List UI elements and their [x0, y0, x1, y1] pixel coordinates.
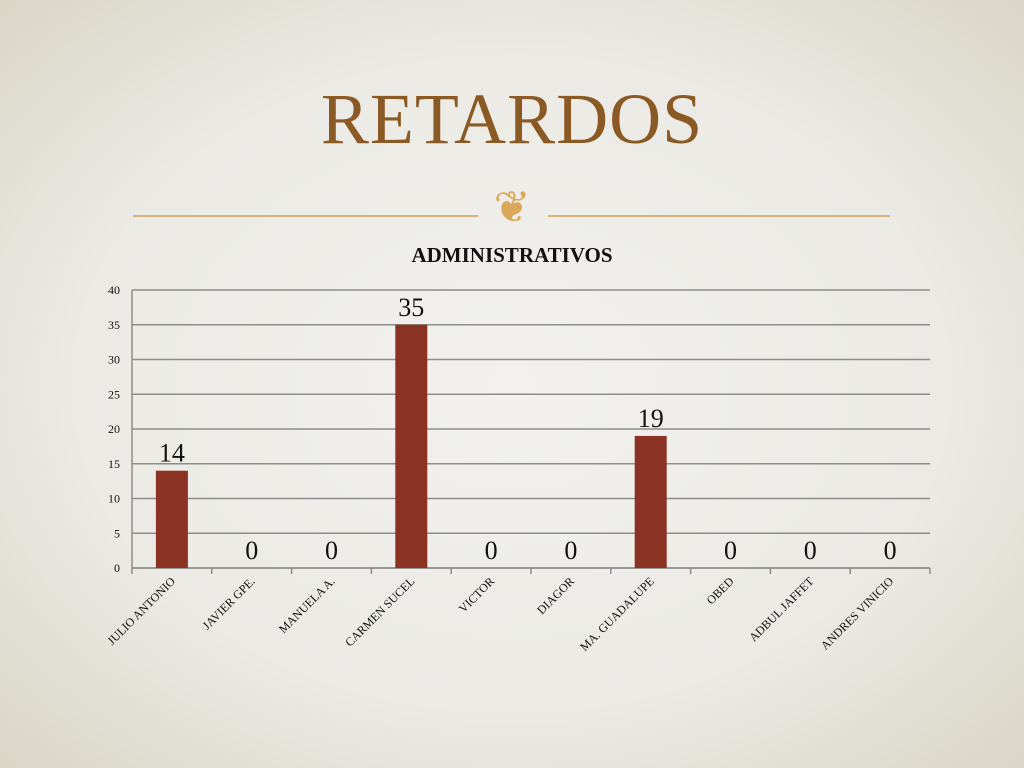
bar [155, 470, 188, 568]
x-tick-label: DIAGOR [534, 574, 577, 617]
data-label: 0 [564, 536, 577, 565]
data-label: 0 [245, 536, 258, 565]
x-tick-label: ANDRES VINICIO [818, 574, 897, 653]
title-divider-left [133, 215, 478, 217]
data-label: 0 [485, 536, 498, 565]
x-tick-label: ADBUL JAFFET [746, 574, 817, 645]
data-label: 0 [804, 536, 817, 565]
data-label: 14 [159, 439, 185, 468]
x-tick-label: JAVIER GPE. [200, 574, 258, 632]
data-label: 0 [724, 536, 737, 565]
chart-title: ADMINISTRATIVOS [411, 243, 613, 267]
y-tick-label: 20 [108, 422, 120, 436]
data-label: 0 [884, 536, 897, 565]
x-tick-label: VICTOR [456, 574, 497, 615]
x-tick-label: MANUELA A. [276, 574, 338, 636]
y-tick-label: 10 [108, 492, 120, 506]
y-tick-label: 15 [108, 457, 120, 471]
data-label: 19 [638, 404, 664, 433]
x-tick-label: JULIO ANTONIO [104, 574, 178, 648]
y-tick-label: 30 [108, 353, 120, 367]
bar [634, 435, 667, 568]
data-label: 0 [325, 536, 338, 565]
title-divider-right [548, 215, 890, 217]
y-tick-label: 40 [108, 283, 120, 297]
x-tick-label: OBED [704, 574, 737, 607]
y-tick-label: 35 [108, 318, 120, 332]
data-label: 35 [398, 293, 424, 322]
ornament-icon: ❦ [493, 182, 531, 233]
x-tick-label: MA. GUADALUPE [577, 574, 657, 654]
y-tick-label: 0 [114, 561, 120, 575]
slide-title: RETARDOS [320, 79, 704, 159]
y-tick-label: 25 [108, 387, 120, 401]
y-tick-label: 5 [114, 526, 120, 540]
bar [395, 324, 428, 568]
x-tick-label: CARMEN SUCEL [342, 574, 417, 649]
